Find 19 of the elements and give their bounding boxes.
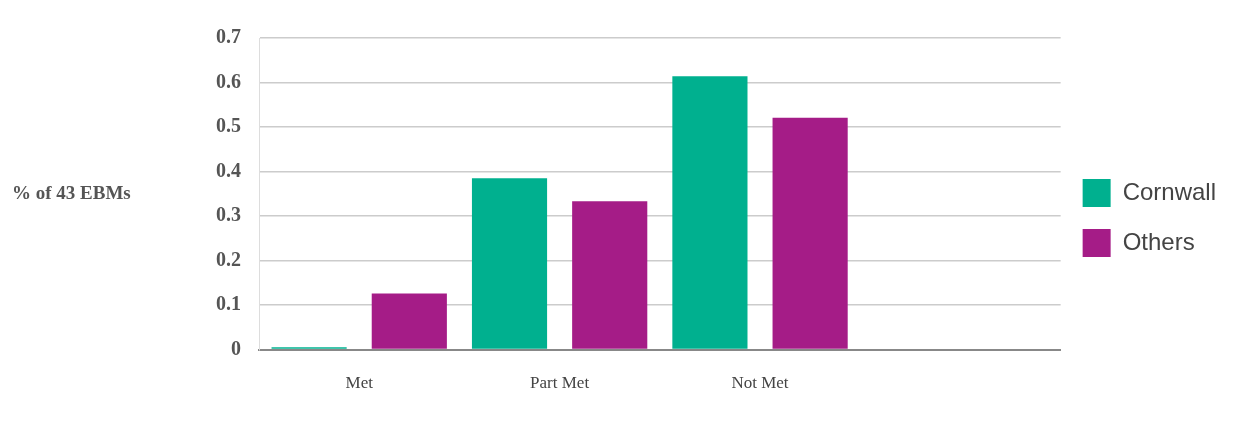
y-tick-label: 0.5 (216, 114, 241, 137)
y-tick-label: 0.3 (216, 203, 241, 226)
x-tick-label: Met (345, 373, 374, 393)
bar (572, 201, 648, 349)
bar (772, 117, 848, 349)
bar (672, 76, 748, 349)
y-tick-label: 0.2 (216, 247, 241, 270)
bar (371, 293, 447, 349)
y-axis-title: % of 43 EBMs (12, 181, 131, 203)
legend-label: Others (1122, 227, 1195, 255)
legend-label: Cornwall (1122, 177, 1217, 205)
y-tick-label: 0.1 (216, 292, 241, 315)
x-tick-label: Not Met (731, 373, 789, 393)
y-tick-label: 0.6 (216, 69, 241, 92)
bar (471, 178, 548, 349)
x-tick-label: Part Met (530, 373, 590, 393)
y-tick-label: 0 (231, 336, 241, 359)
y-tick-label: 0.4 (216, 158, 241, 181)
y-tick-label: 0.7 (216, 25, 241, 48)
